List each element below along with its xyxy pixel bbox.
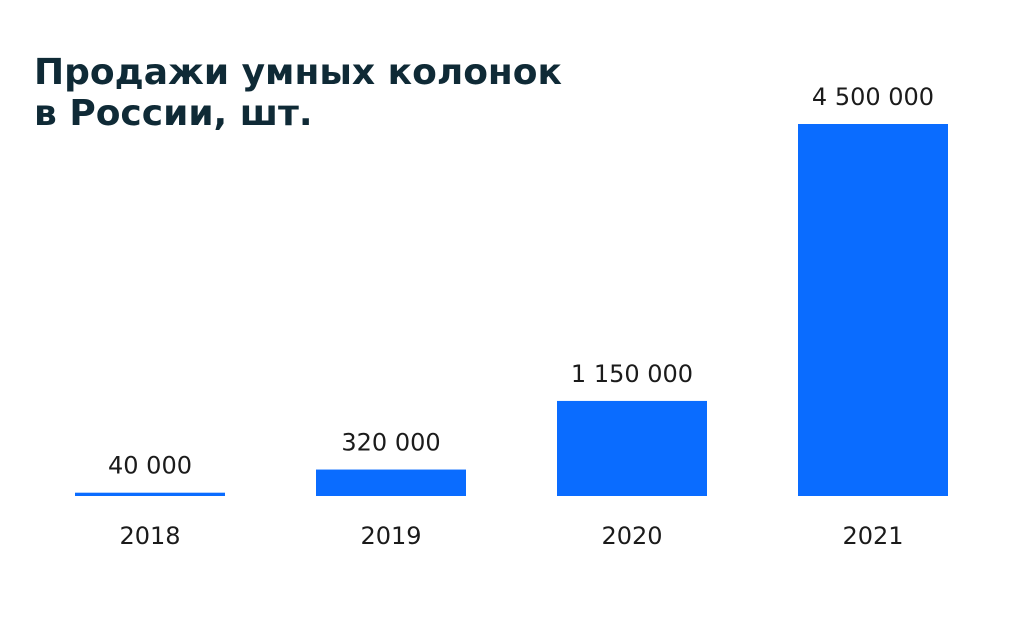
value-label-2021: 4 500 000 xyxy=(812,83,934,111)
bar-2019 xyxy=(316,469,466,496)
bars xyxy=(75,124,948,496)
x-tick-label-2020: 2020 xyxy=(601,522,662,550)
value-label-2018: 40 000 xyxy=(108,452,192,480)
value-label-2020: 1 150 000 xyxy=(571,360,693,388)
bar-2021 xyxy=(798,124,948,496)
chart-title: Продажи умных колонок в России, шт. xyxy=(34,52,562,134)
x-tick-label-2018: 2018 xyxy=(119,522,180,550)
chart-title-line-2: в России, шт. xyxy=(34,93,313,134)
bar-2020 xyxy=(557,400,707,496)
x-axis-tick-labels: 2018 2019 2020 2021 xyxy=(119,522,903,550)
value-label-2019: 320 000 xyxy=(341,429,440,457)
value-labels: 40 000 320 000 1 150 000 4 500 000 xyxy=(108,83,934,480)
chart-title-line-1: Продажи умных колонок xyxy=(34,52,562,93)
bar-2018 xyxy=(75,492,225,496)
x-tick-label-2021: 2021 xyxy=(842,522,903,550)
x-tick-label-2019: 2019 xyxy=(360,522,421,550)
